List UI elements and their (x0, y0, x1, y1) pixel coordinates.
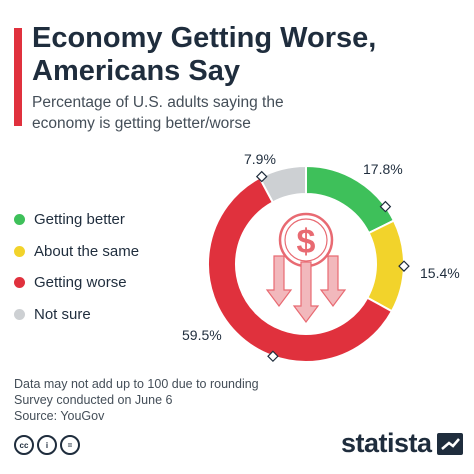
label-not-sure: 7.9% (244, 151, 276, 167)
title-line-1: Economy Getting Worse, (32, 22, 377, 54)
legend-item-getting-worse: Getting worse (14, 267, 139, 299)
legend-item-not-sure: Not sure (14, 299, 139, 331)
dollar-down-arrows-icon: $ (265, 212, 347, 323)
footnote-rounding: Data may not add up to 100 due to roundi… (14, 377, 259, 391)
label-about-the-same: 15.4% (420, 265, 460, 281)
footnotes: Data may not add up to 100 due to roundi… (14, 376, 259, 424)
slice-not-sure (258, 164, 307, 204)
legend-dot-about-the-same (14, 245, 25, 257)
legend-item-about-the-same: About the same (14, 236, 139, 268)
donut-slices (207, 164, 405, 363)
slice-getting-worse (207, 176, 394, 363)
label-marker (255, 170, 268, 183)
accent-bar (14, 28, 22, 126)
legend-label-not-sure: Not sure (34, 305, 91, 323)
chart-subtitle: Percentage of U.S. adults saying the eco… (32, 92, 452, 134)
legend-label-about-the-same: About the same (34, 242, 140, 260)
subtitle-line-2: economy is getting better/worse (32, 115, 251, 132)
legend-label-getting-better: Getting better (34, 211, 125, 229)
data-labels: 17.8% 15.4% 59.5% 7.9% (182, 151, 460, 363)
svg-text:$: $ (297, 223, 316, 261)
no-derivatives-icon[interactable]: = (60, 435, 80, 455)
footnote-source: Source: YouGov (14, 409, 105, 423)
label-marker (267, 350, 279, 363)
footnote-survey-date: Survey conducted on June 6 (14, 393, 173, 407)
title-line-2: Americans Say (32, 55, 240, 87)
subtitle-line-1: Percentage of U.S. adults saying the (32, 94, 284, 111)
cc-icon[interactable]: cc (14, 435, 34, 455)
license-icons: cc i = (14, 435, 80, 455)
legend-item-getting-better: Getting better (14, 204, 139, 236)
attribution-icon[interactable]: i (37, 435, 57, 455)
statista-mark-icon (436, 432, 463, 455)
legend-label-getting-worse: Getting worse (34, 274, 127, 292)
legend-dot-getting-better (14, 214, 25, 226)
statista-logo[interactable]: statista (341, 428, 463, 459)
legend-dot-getting-worse (14, 277, 25, 289)
legend-dot-not-sure (14, 308, 25, 320)
label-marker (398, 260, 410, 272)
brand-name: statista (341, 428, 432, 458)
label-getting-worse: 59.5% (182, 327, 222, 343)
legend: Getting better About the same Getting wo… (14, 204, 139, 330)
chart-title: Economy Getting Worse, Americans Say (32, 22, 452, 88)
label-marker (379, 200, 392, 213)
label-getting-better: 17.8% (363, 161, 403, 177)
